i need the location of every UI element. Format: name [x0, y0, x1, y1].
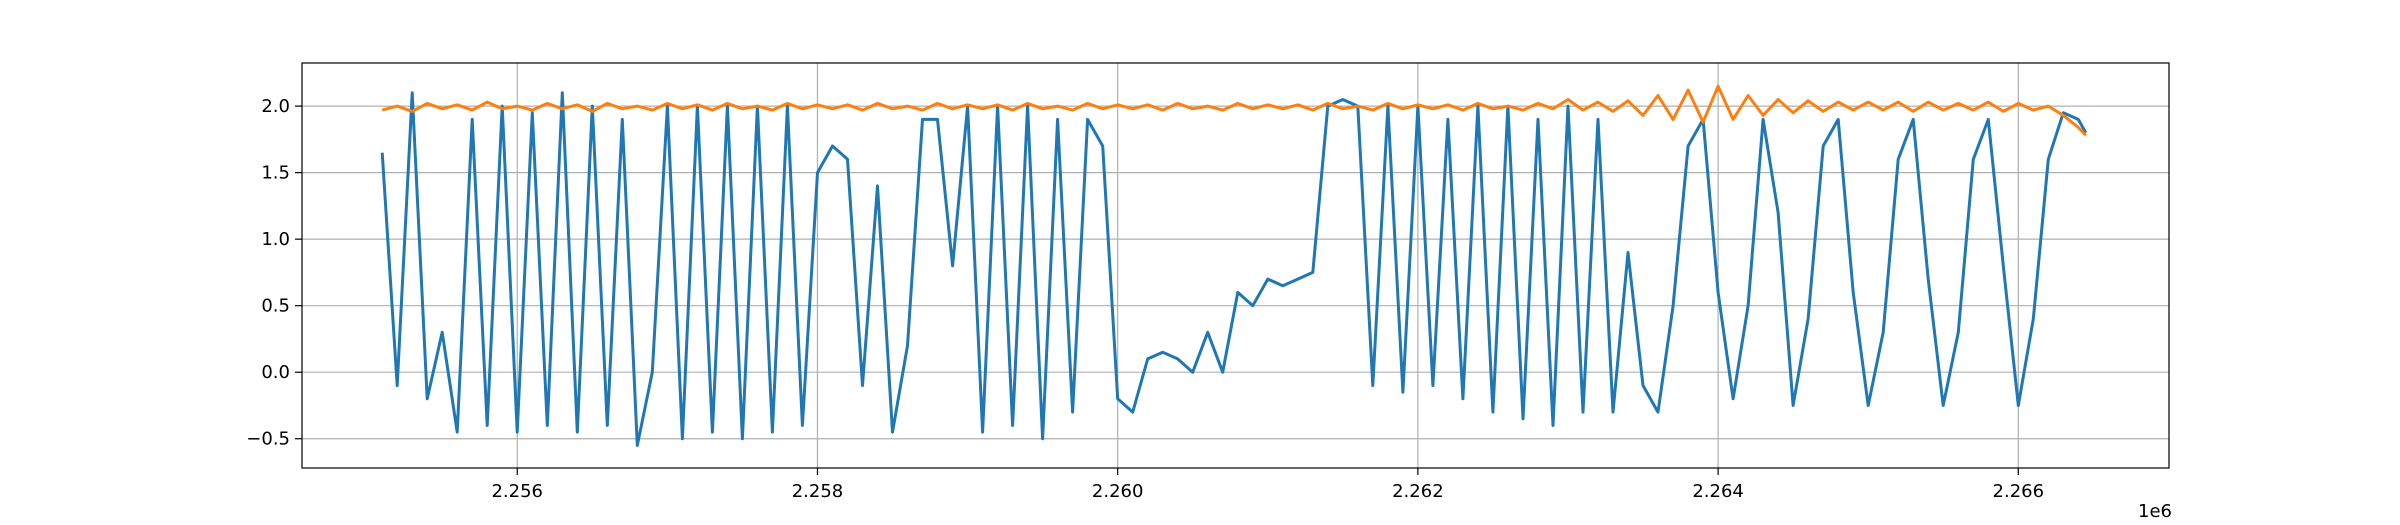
- x-tick-label: 2.260: [1092, 481, 1144, 502]
- y-tick-label: −0.5: [246, 429, 290, 450]
- x-offset-label: 1e6: [2138, 501, 2172, 522]
- x-tick-label: 2.262: [1392, 481, 1444, 502]
- y-tick-label: 2.0: [261, 96, 290, 117]
- x-tick-label: 2.258: [792, 481, 844, 502]
- y-tick-label: 0.0: [261, 362, 290, 383]
- x-tick-label: 2.256: [491, 481, 543, 502]
- x-tick-label: 2.266: [1993, 481, 2045, 502]
- plot-frame: [301, 62, 2170, 469]
- y-tick-label: 1.0: [261, 229, 290, 250]
- series-line: [381, 84, 2087, 137]
- y-tick-label: 0.5: [261, 296, 290, 317]
- series-line: [380, 91, 2088, 447]
- x-tick-label: 2.264: [1692, 481, 1744, 502]
- y-tick-label: 1.5: [261, 163, 290, 184]
